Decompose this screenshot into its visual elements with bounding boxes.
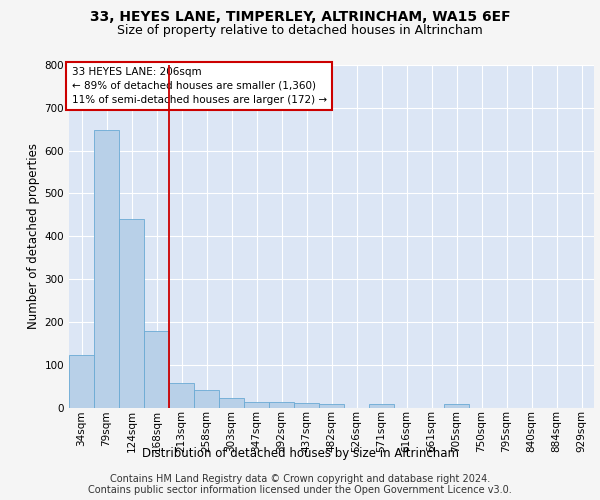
Text: 33, HEYES LANE, TIMPERLEY, ALTRINCHAM, WA15 6EF: 33, HEYES LANE, TIMPERLEY, ALTRINCHAM, W… <box>89 10 511 24</box>
Bar <box>269 402 294 407</box>
Text: 33 HEYES LANE: 206sqm
← 89% of detached houses are smaller (1,360)
11% of semi-d: 33 HEYES LANE: 206sqm ← 89% of detached … <box>71 66 327 104</box>
Bar <box>119 218 144 408</box>
Bar <box>94 130 119 407</box>
Bar <box>69 355 94 408</box>
Text: Distribution of detached houses by size in Altrincham: Distribution of detached houses by size … <box>142 448 458 460</box>
Bar <box>169 383 194 407</box>
Bar <box>444 404 469 407</box>
Bar <box>319 404 344 407</box>
Bar <box>369 404 394 407</box>
Y-axis label: Number of detached properties: Number of detached properties <box>28 143 40 329</box>
Text: Contains public sector information licensed under the Open Government Licence v3: Contains public sector information licen… <box>88 485 512 495</box>
Bar <box>219 398 244 407</box>
Text: Size of property relative to detached houses in Altrincham: Size of property relative to detached ho… <box>117 24 483 37</box>
Bar <box>244 402 269 407</box>
Bar <box>194 390 219 407</box>
Bar <box>144 331 169 407</box>
Text: Contains HM Land Registry data © Crown copyright and database right 2024.: Contains HM Land Registry data © Crown c… <box>110 474 490 484</box>
Bar <box>294 403 319 407</box>
